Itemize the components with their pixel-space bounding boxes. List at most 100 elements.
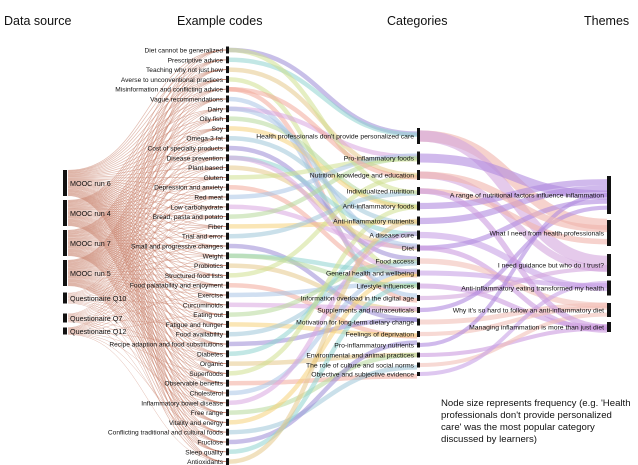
flow-source-4-code-14: [67, 186, 227, 297]
code-label-31: Diabetes: [197, 351, 224, 358]
flow-source-1-code-0: [67, 49, 227, 201]
flow-source-4-code-35: [67, 301, 227, 394]
flow-source-3-code-14: [67, 186, 227, 270]
code-label-15: Red meat: [194, 195, 223, 202]
flow-source-4-code-41: [67, 302, 227, 453]
node-layer: [63, 46, 611, 465]
flow-source-5-code-1: [67, 59, 227, 315]
flow-source-3-code-36: [67, 281, 227, 404]
flow-source-6-code-6: [67, 108, 227, 329]
flow-category-3-theme-1: [419, 188, 608, 245]
code-label-30: Recipe adaption and food substitutions: [109, 342, 223, 349]
flow-source-2-code-0: [67, 49, 227, 231]
category-node-9: [417, 269, 420, 277]
flow-code-35-category-9: [228, 268, 418, 396]
flow-source-3-code-28: [67, 276, 227, 325]
flow-source-0-code-16: [67, 179, 227, 208]
flow-source-3-code-3: [67, 79, 227, 263]
category-label-7: Diet: [402, 246, 414, 253]
code-label-13: Gluten: [204, 175, 224, 182]
code-node-3: [226, 75, 229, 83]
flow-code-0-category-3: [228, 47, 418, 195]
flow-code-41-category-10: [228, 282, 418, 455]
category-label-8: Food access: [375, 259, 414, 266]
flow-source-6-code-21: [67, 255, 227, 332]
theme-node-1: [607, 220, 611, 246]
flow-source-3-code-26: [67, 275, 227, 306]
code-node-17: [226, 213, 229, 221]
flow-category-11-theme-2: [419, 266, 608, 301]
code-node-25: [226, 291, 229, 299]
code-node-14: [226, 183, 229, 191]
code-label-38: Vitality and energy: [169, 420, 224, 427]
category-node-13: [417, 318, 420, 326]
category-node-6: [417, 230, 420, 240]
category-label-1: Pro-inflammatory foods: [344, 156, 415, 163]
flow-source-1-code-11: [67, 157, 227, 208]
code-node-39: [226, 428, 229, 436]
flow-source-3-code-22: [67, 265, 227, 274]
flow-source-4-code-38: [67, 302, 227, 423]
code-label-22: Probiotics: [194, 263, 224, 270]
code-node-0: [226, 46, 229, 54]
flow-code-20-category-13: [228, 243, 418, 322]
code-node-5: [226, 95, 229, 103]
code-label-4: Misinformation and conflicting advice: [115, 87, 223, 94]
legend-note: Node size represents frequency (e.g. 'He…: [441, 398, 631, 445]
category-label-10: Lifestyle influences: [357, 284, 415, 291]
flow-source-0-code-27: [67, 186, 227, 315]
code-label-42: Antioxidants: [187, 459, 224, 465]
source-label-6: Questionaire Q12: [70, 327, 126, 336]
code-label-37: Free range: [191, 410, 224, 417]
flow-source-3-code-30: [67, 278, 227, 345]
category-node-17: [417, 362, 420, 368]
category-node-0: [417, 128, 420, 144]
flow-code-34-category-18: [228, 374, 418, 386]
source-node-2: [63, 230, 67, 256]
category-label-11: Information overload in the digital age: [301, 296, 415, 303]
category-label-3: Individualized nutrition: [347, 189, 414, 196]
flow-source-3-code-1: [67, 59, 227, 262]
flow-source-0-code-22: [67, 183, 227, 266]
flow-source-2-code-20: [67, 242, 227, 247]
flow-source-3-code-21: [67, 255, 227, 274]
code-label-2: Teaching why not just how: [146, 67, 223, 74]
flow-source-0-code-9: [67, 137, 227, 177]
category-label-12: Supplements and nutraceuticals: [317, 308, 414, 315]
code-label-10: Cost of specialty products: [148, 146, 224, 153]
theme-label-1: What I need from health professionals: [490, 231, 605, 238]
flow-source-2-code-17: [67, 216, 227, 241]
flow-category-18-theme-3: [419, 281, 608, 376]
code-node-36: [226, 399, 229, 407]
category-label-0: Health professionals don't provide perso…: [256, 134, 414, 141]
source-label-3: MOOC run 5: [70, 269, 111, 278]
code-node-26: [226, 301, 229, 309]
flow-source-3-code-35: [67, 281, 227, 394]
category-label-16: Environmental and animal practices: [306, 353, 414, 360]
code-label-27: Eating out: [193, 312, 223, 319]
code-node-35: [226, 389, 229, 397]
flow-source-0-code-30: [67, 188, 227, 345]
flow-source-0-code-29: [67, 187, 227, 335]
flow-source-1-code-23: [67, 213, 227, 276]
code-label-21: Weight: [203, 253, 224, 260]
flow-source-2-code-1: [67, 59, 227, 232]
code-label-11: Disease prevention: [167, 155, 224, 162]
theme-label-4: Why it's so hard to follow an anti-infla…: [453, 308, 604, 315]
code-label-28: Fatigue and hunger: [166, 322, 224, 329]
flow-source-5-code-4: [67, 88, 227, 315]
flow-source-1-code-16: [67, 206, 227, 211]
flow-category-14-theme-4: [419, 305, 608, 337]
code-node-11: [226, 154, 229, 162]
flow-code-37-category-16: [228, 352, 418, 415]
flow-source-1-code-25: [67, 215, 227, 296]
header-themes: Themes: [584, 14, 629, 28]
category-label-13: Motivation for long-term dietary change: [296, 320, 414, 327]
flow-source-3-code-17: [67, 216, 227, 271]
flow-code-26-category-12: [228, 302, 418, 312]
code-label-9: Omega-3 fat: [186, 136, 223, 143]
flow-source-0-code-17: [67, 180, 227, 217]
header-categories: Categories: [387, 14, 447, 28]
flow-source-2-code-23: [67, 243, 227, 276]
flow-source-5-code-34: [67, 320, 227, 384]
